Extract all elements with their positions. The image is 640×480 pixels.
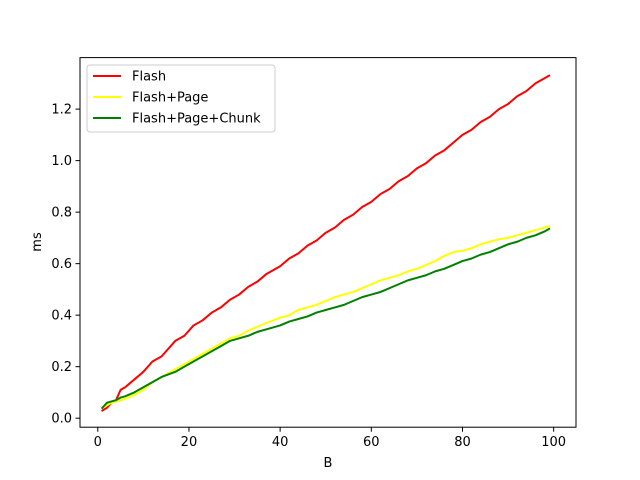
series-line-0 (100, 74, 551, 412)
x-tick-label: 80 (454, 435, 471, 450)
x-tick-label: 40 (272, 435, 289, 450)
x-tick-label: 60 (363, 435, 380, 450)
x-tick-label: 100 (541, 435, 566, 450)
x-axis-label: B (324, 456, 333, 471)
y-tick-label: 1.2 (51, 103, 72, 118)
x-tick-label: 20 (181, 435, 198, 450)
x-tick-label: 0 (94, 435, 102, 450)
y-tick-label: 0.0 (51, 412, 72, 427)
y-tick-label: 0.2 (51, 360, 72, 375)
y-tick-label: 0.8 (51, 206, 72, 221)
legend: Flash Flash+Page Flash+Page+Chunk (86, 64, 276, 133)
y-tick-label: 1.0 (51, 154, 72, 169)
x-axis: 0 20 40 60 80 100 (94, 427, 566, 450)
series-line-2 (100, 227, 551, 410)
legend-label-2: Flash+Page+Chunk (132, 112, 261, 127)
y-tick-label: 0.6 (51, 257, 72, 272)
plot-frame (79, 57, 577, 428)
legend-box (86, 64, 276, 133)
legend-label-1: Flash+Page (132, 91, 208, 106)
legend-label-0: Flash (132, 70, 166, 85)
series-layer (100, 74, 551, 412)
y-tick-label: 0.4 (51, 309, 72, 324)
y-axis: 0.0 0.2 0.4 0.6 0.8 1.0 1.2 (51, 103, 80, 427)
y-axis-label: ms (30, 232, 45, 252)
